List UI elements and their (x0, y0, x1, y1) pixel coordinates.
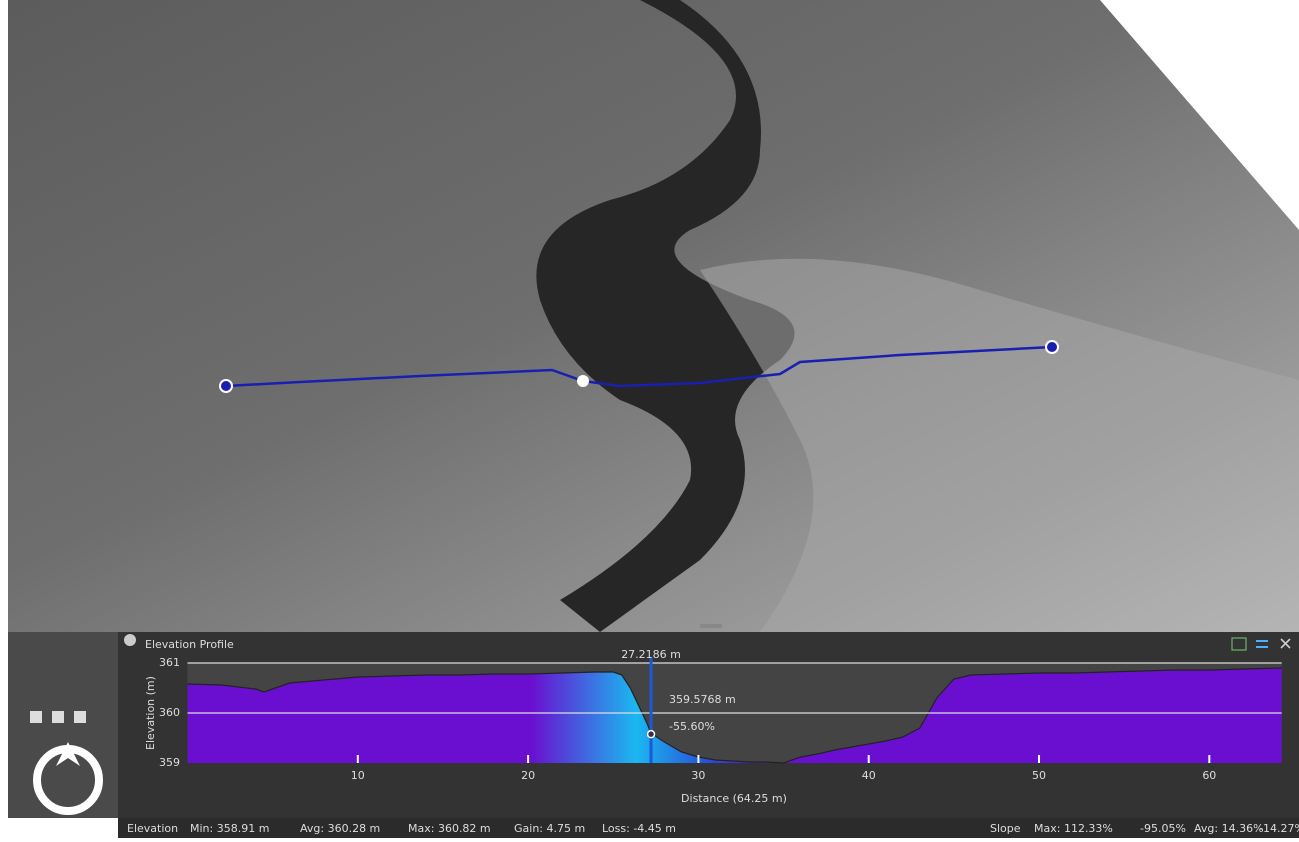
y-axis-label: Elevation (m) (144, 676, 157, 750)
app: Elevation Profile Elevation (m) Distance… (0, 0, 1299, 838)
status-item: Max: 360.82 m (408, 822, 491, 835)
y-tick-label: 360 (159, 706, 180, 719)
nav-icon[interactable] (30, 711, 42, 723)
y-tick-label: 361 (159, 656, 180, 669)
vertex[interactable] (1046, 341, 1058, 353)
y-tick-label: 359 (159, 756, 180, 769)
x-tick-label: 40 (862, 769, 876, 782)
status-item: Avg: 14.36% (1194, 822, 1264, 835)
status-item: Gain: 4.75 m (514, 822, 585, 835)
resize-handle[interactable] (700, 624, 722, 628)
status-bar (118, 818, 1299, 838)
x-tick-label: 30 (691, 769, 705, 782)
position-marker (577, 375, 589, 387)
status-item: -95.05% (1140, 822, 1186, 835)
cursor-slope: -55.60% (669, 720, 715, 733)
x-tick-label: 60 (1202, 769, 1216, 782)
cursor-point (648, 731, 655, 738)
status-item: Avg: 360.28 m (300, 822, 380, 835)
collapse-button[interactable] (124, 634, 136, 646)
vertex[interactable] (220, 380, 232, 392)
status-item: Elevation (127, 822, 178, 835)
panel-title: Elevation Profile (145, 638, 234, 651)
status-item: Max: 112.33% (1034, 822, 1113, 835)
cursor-distance: 27.2186 m (621, 648, 681, 661)
x-tick-label: 50 (1032, 769, 1046, 782)
x-tick-label: 10 (351, 769, 365, 782)
nav-icon[interactable] (74, 711, 86, 723)
x-tick-label: 20 (521, 769, 535, 782)
status-item: -14.27% (1259, 822, 1299, 835)
status-item: Slope (990, 822, 1021, 835)
nav-icon[interactable] (52, 711, 64, 723)
status-item: Loss: -4.45 m (602, 822, 676, 835)
x-axis-label: Distance (64.25 m) (681, 792, 787, 805)
status-item: Min: 358.91 m (190, 822, 269, 835)
cursor-elevation: 359.5768 m (669, 693, 736, 706)
